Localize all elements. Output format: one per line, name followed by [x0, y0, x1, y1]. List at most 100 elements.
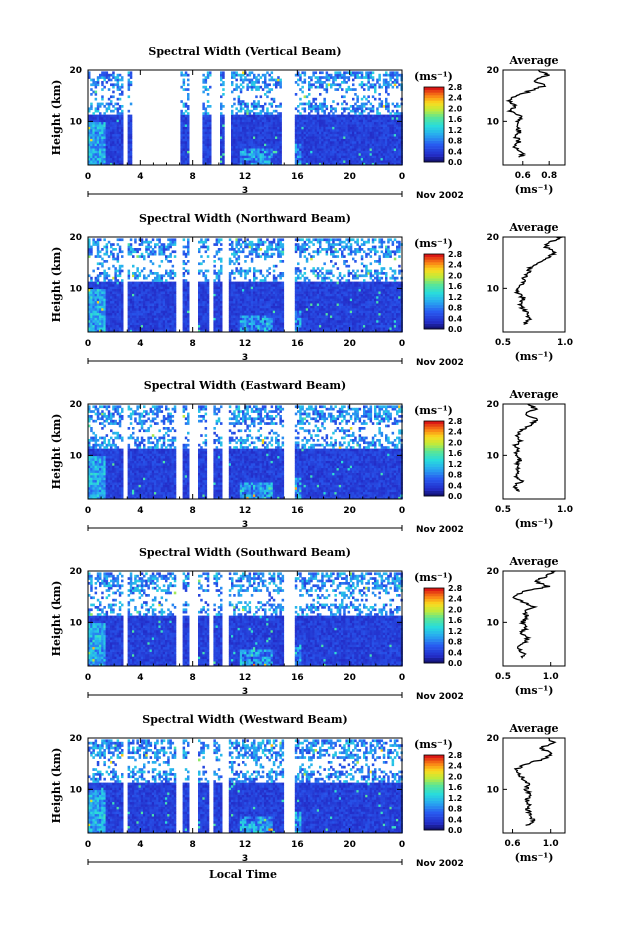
heatmap-cell [323, 139, 326, 142]
heatmap-cell [134, 274, 137, 277]
heatmap-cell [398, 83, 401, 86]
heatmap-cell [185, 122, 188, 125]
heatmap-cell [321, 148, 324, 151]
heatmap-cell [112, 255, 115, 258]
heatmap-cell [361, 119, 364, 122]
heatmap-cell [337, 139, 340, 142]
heatmap-cell [301, 160, 304, 163]
heatmap-cell [180, 158, 183, 161]
heatmap-cell [238, 303, 241, 306]
heatmap-cell [117, 294, 120, 297]
heatmap-cell [255, 310, 258, 313]
heatmap-cell [145, 303, 148, 306]
heatmap-cell [242, 241, 245, 244]
heatmap-cell [257, 105, 260, 108]
heatmap-cell [216, 284, 219, 287]
heatmap-cell [185, 325, 188, 328]
heatmap-cell [216, 301, 219, 304]
heatmap-cell [319, 83, 322, 86]
heatmap-cell [231, 160, 234, 163]
heatmap-cell [268, 129, 271, 132]
heatmap-cell [310, 136, 313, 139]
heatmap-cell [235, 301, 238, 304]
heatmap-cell [99, 146, 102, 149]
heatmap-cell [334, 119, 337, 122]
heatmap-cell [220, 258, 223, 261]
heatmap-cell [332, 115, 335, 118]
heatmap-cell [315, 105, 318, 108]
heatmap-cell [299, 160, 302, 163]
heatmap-cell [152, 315, 155, 318]
heatmap-cell [222, 153, 225, 156]
heatmap-cell [185, 88, 188, 91]
heatmap-cell [343, 127, 346, 130]
heatmap-cell [249, 112, 252, 115]
heatmap-cell [240, 115, 243, 118]
heatmap-cell [167, 301, 170, 304]
heatmap-cell [317, 76, 320, 79]
heatmap-cell [321, 124, 324, 127]
heatmap-cell [370, 136, 373, 139]
heatmap-cell [255, 105, 258, 108]
heatmap-cell [244, 79, 247, 82]
heatmap-cell [205, 282, 208, 285]
heatmap-cell [266, 146, 269, 149]
heatmap-cell [218, 294, 221, 297]
heatmap-cell [367, 155, 370, 158]
heatmap-cell [103, 289, 106, 292]
heatmap-cell [372, 117, 375, 120]
heatmap-cell [383, 127, 386, 130]
heatmap-cell [374, 131, 377, 134]
heatmap-cell [220, 74, 223, 77]
heatmap-cell [343, 95, 346, 98]
heatmap-cell [268, 241, 271, 244]
heatmap-cell [183, 327, 186, 330]
heatmap-cell [251, 289, 254, 292]
heatmap-cell [352, 129, 355, 132]
heatmap-cell [180, 119, 183, 122]
heatmap-cell [246, 270, 249, 273]
heatmap-cell [297, 122, 300, 125]
heatmap-cell [262, 134, 265, 137]
heatmap-cell [363, 151, 366, 154]
heatmap-cell [101, 327, 104, 330]
heatmap-cell [169, 301, 172, 304]
heatmap-cell [174, 315, 177, 318]
heatmap-cell [253, 267, 256, 270]
heatmap-cell [143, 258, 146, 261]
heatmap-cell [257, 129, 260, 132]
heatmap-cell [114, 117, 117, 120]
heatmap-cell [260, 141, 263, 144]
colorbar-segment [424, 122, 444, 125]
heatmap-cell [264, 308, 267, 311]
heatmap-cell [110, 327, 113, 330]
heatmap-cell [396, 79, 399, 82]
heatmap-cell [389, 122, 392, 125]
heatmap-cell [326, 141, 329, 144]
heatmap-cell [271, 115, 274, 118]
heatmap-cell [249, 246, 252, 249]
heatmap-cell [339, 131, 342, 134]
heatmap-cell [378, 136, 381, 139]
heatmap-cell [374, 139, 377, 142]
heatmap-cell [308, 112, 311, 115]
heatmap-cell [161, 289, 164, 292]
heatmap-cell [253, 117, 256, 120]
heatmap-cell [101, 301, 104, 304]
heatmap-cell [121, 143, 124, 146]
heatmap-cell [97, 119, 100, 122]
heatmap-cell [180, 100, 183, 103]
heatmap-cell [242, 296, 245, 299]
heatmap-cell [255, 103, 258, 106]
heatmap-cell [119, 98, 122, 101]
heatmap-cell [183, 253, 186, 256]
heatmap-cell [273, 286, 276, 289]
heatmap-cell [363, 83, 366, 86]
heatmap-cell [95, 119, 98, 122]
heatmap-cell [257, 148, 260, 151]
heatmap-cell [112, 91, 115, 94]
heatmap-cell [205, 296, 208, 299]
heatmap-cell [114, 143, 117, 146]
heatmap-cell [207, 322, 210, 325]
heatmap-cell [381, 86, 384, 89]
